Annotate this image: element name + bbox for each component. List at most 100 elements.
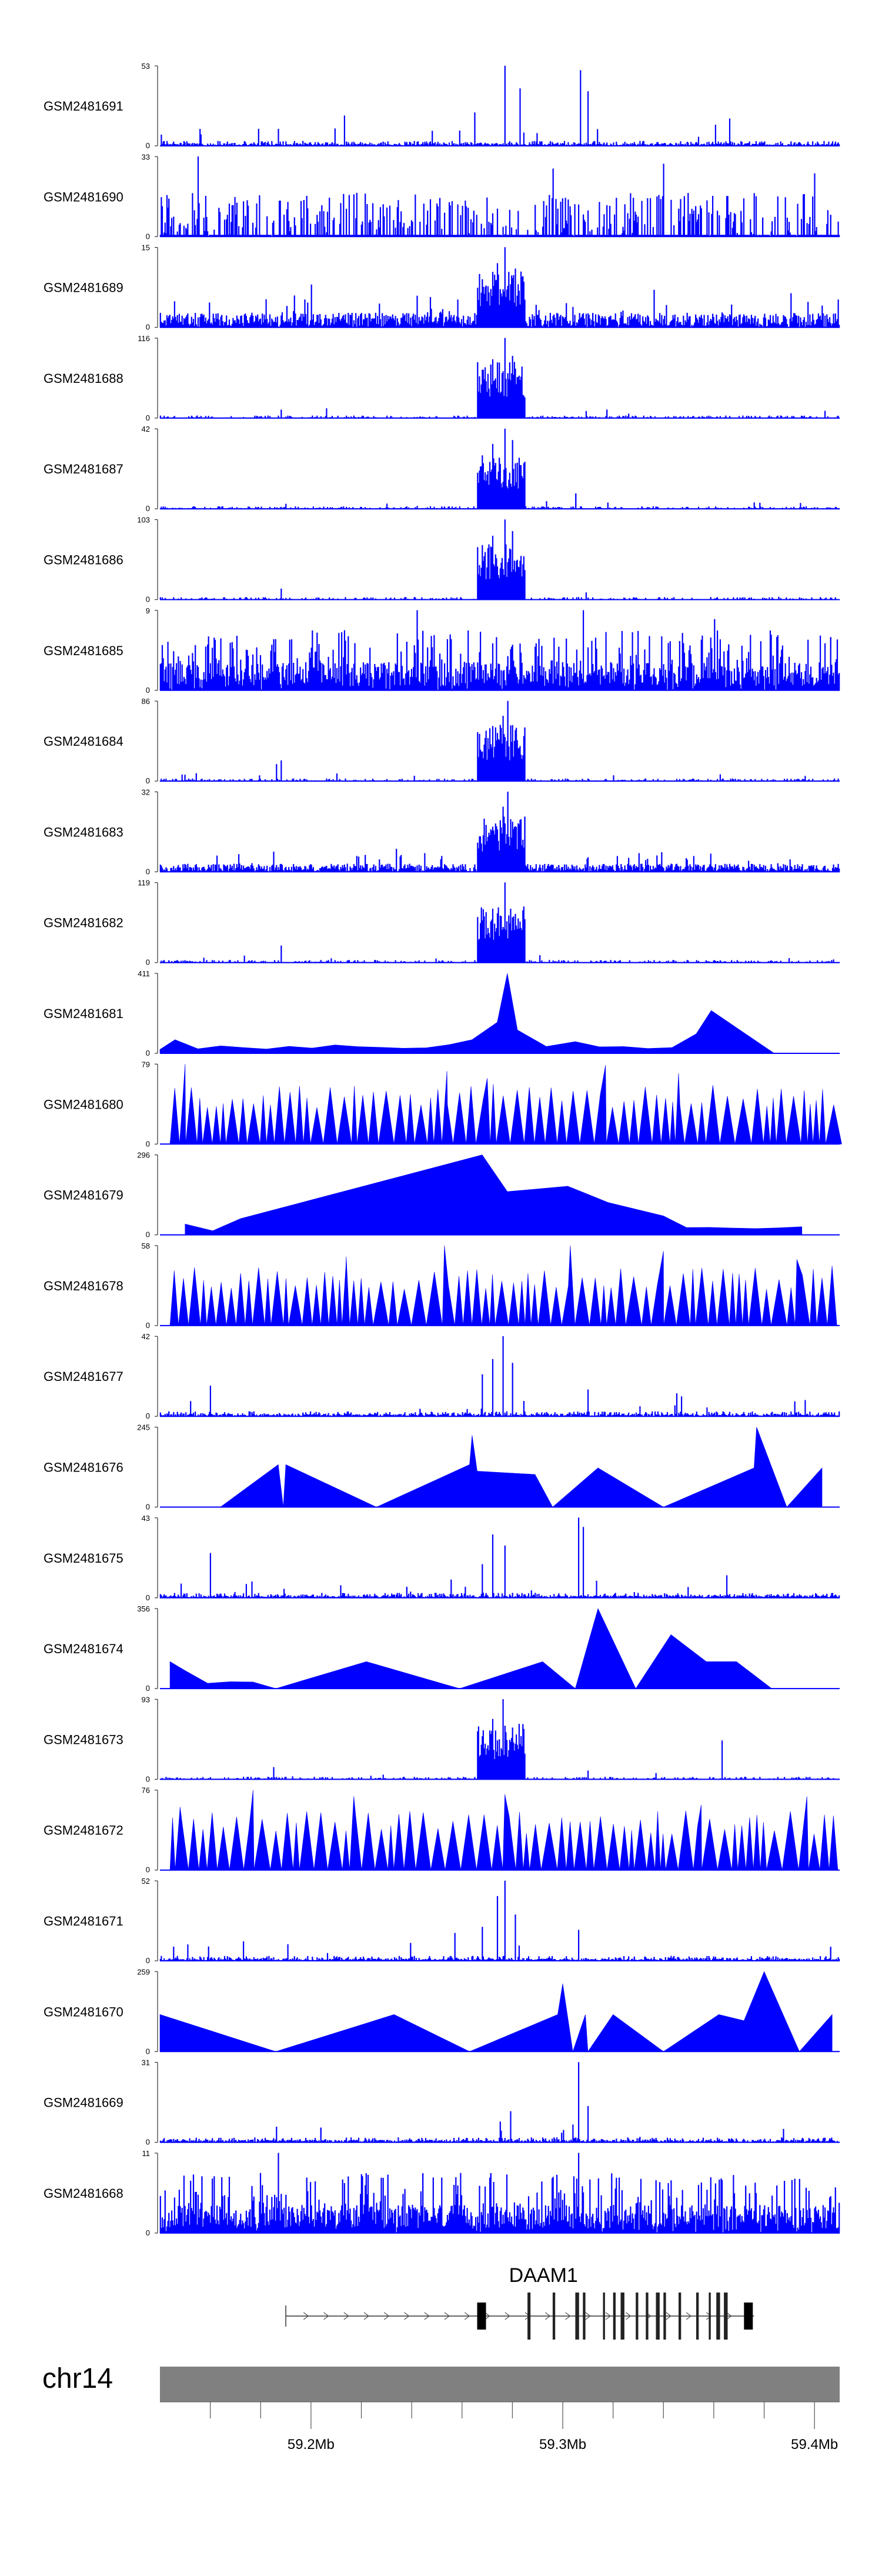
coverage-area xyxy=(159,338,840,419)
y-max-label: 259 xyxy=(137,1967,150,1976)
chromosome-bar xyxy=(160,2367,840,2402)
strand-arrow xyxy=(464,2312,470,2320)
y-max-label: 15 xyxy=(142,243,150,252)
exon xyxy=(656,2293,660,2340)
coverage-area xyxy=(159,65,840,146)
strand-arrow xyxy=(343,2312,349,2320)
y-min-label: 0 xyxy=(146,2047,150,2056)
coverage-area xyxy=(159,247,840,328)
track-label: GSM2481689 xyxy=(44,281,123,295)
track-label: GSM2481690 xyxy=(44,189,123,204)
track-label: GSM2481686 xyxy=(44,553,123,568)
track-label: GSM2481680 xyxy=(44,1097,123,1112)
track-GSM2481675: GSM2481675 43 0 xyxy=(44,1514,840,1602)
coverage-area xyxy=(159,519,840,600)
y-min-label: 0 xyxy=(146,1503,150,1511)
y-max-label: 33 xyxy=(142,152,150,161)
coverage-area xyxy=(159,428,840,509)
coverage-area xyxy=(185,1154,803,1235)
strand-arrow xyxy=(383,2312,390,2320)
strand-arrow xyxy=(505,2312,510,2320)
coverage-area xyxy=(169,1790,838,1870)
y-max-label: 411 xyxy=(138,969,150,978)
track-GSM2481687: GSM2481687 42 0 xyxy=(44,425,840,513)
strand-arrow xyxy=(605,2312,612,2320)
strand-arrow xyxy=(666,2312,671,2320)
tick-label: 59.4Mb xyxy=(791,2437,838,2452)
y-min-label: 0 xyxy=(146,776,150,785)
coverage-area xyxy=(159,1880,840,1961)
y-max-label: 79 xyxy=(142,1060,150,1069)
y-max-label: 245 xyxy=(137,1423,150,1432)
track-label: GSM2481679 xyxy=(44,1188,123,1203)
y-max-label: 296 xyxy=(137,1151,150,1160)
track-label: GSM2481672 xyxy=(44,1823,123,1838)
y-max-label: 116 xyxy=(138,334,150,343)
y-min-label: 0 xyxy=(146,141,150,150)
y-min-label: 0 xyxy=(146,1230,150,1239)
exon xyxy=(716,2293,720,2340)
track-GSM2481678: GSM2481678 58 0 xyxy=(44,1242,840,1330)
coverage-area xyxy=(159,700,840,782)
y-max-label: 86 xyxy=(142,697,150,706)
coverage-area xyxy=(159,1971,833,2053)
exon xyxy=(646,2293,649,2340)
strand-arrow xyxy=(565,2312,571,2320)
track-GSM2481691: GSM2481691 53 0 xyxy=(44,62,840,150)
exon xyxy=(613,2293,616,2340)
track-GSM2481676: GSM2481676 245 0 xyxy=(44,1423,840,1511)
y-max-label: 42 xyxy=(142,425,150,433)
y-max-label: 103 xyxy=(137,516,150,525)
coverage-area xyxy=(219,1427,823,1508)
track-label: GSM2481677 xyxy=(44,1369,123,1384)
track-GSM2481670: GSM2481670 259 0 xyxy=(44,1967,840,2056)
track-GSM2481677: GSM2481677 42 0 xyxy=(44,1332,840,1420)
exon xyxy=(603,2293,605,2340)
y-min-label: 0 xyxy=(146,323,150,332)
coverage-area xyxy=(159,882,840,963)
y-max-label: 43 xyxy=(142,1514,150,1523)
track-GSM2481669: GSM2481669 31 0 xyxy=(44,2058,840,2147)
strand-arrow xyxy=(404,2312,410,2320)
y-max-label: 42 xyxy=(142,1332,150,1341)
exon xyxy=(636,2293,639,2340)
exon xyxy=(583,2293,586,2340)
y-min-label: 0 xyxy=(146,504,150,513)
track-GSM2481688: GSM2481688 116 0 xyxy=(44,334,840,422)
chromosome-label: chr14 xyxy=(42,2363,113,2394)
y-min-label: 0 xyxy=(146,2138,150,2147)
y-min-label: 0 xyxy=(146,1321,150,1330)
y-min-label: 0 xyxy=(146,1049,150,1057)
y-min-label: 0 xyxy=(146,413,150,422)
y-min-label: 0 xyxy=(146,958,150,967)
coverage-area xyxy=(159,2062,840,2143)
y-max-label: 93 xyxy=(142,1695,150,1704)
tick-label: 59.2Mb xyxy=(288,2437,335,2452)
track-label: GSM2481673 xyxy=(44,1732,123,1747)
strand-arrow xyxy=(544,2312,551,2320)
y-max-label: 58 xyxy=(142,1242,150,1250)
y-max-label: 356 xyxy=(137,1604,150,1613)
track-GSM2481684: GSM2481684 86 0 xyxy=(44,697,840,785)
exon xyxy=(575,2293,579,2340)
y-min-label: 0 xyxy=(146,1412,150,1420)
track-GSM2481681: GSM2481681 411 0 xyxy=(44,969,840,1057)
track-label: GSM2481669 xyxy=(44,2095,123,2110)
strand-arrow xyxy=(706,2312,712,2320)
y-min-label: 0 xyxy=(146,2228,150,2237)
track-label: GSM2481675 xyxy=(44,1551,123,1566)
tick-label: 59.3Mb xyxy=(539,2437,586,2452)
strand-arrow xyxy=(303,2312,309,2320)
track-label: GSM2481688 xyxy=(44,371,123,386)
strand-arrow xyxy=(424,2312,430,2320)
exon xyxy=(620,2293,624,2340)
y-min-label: 0 xyxy=(146,1866,150,1874)
track-GSM2481668: GSM2481668 11 0 xyxy=(44,2149,840,2237)
coverage-area xyxy=(159,1517,840,1599)
track-label: GSM2481691 xyxy=(44,99,123,114)
track-label: GSM2481674 xyxy=(44,1641,123,1656)
track-label: GSM2481676 xyxy=(44,1460,123,1475)
track-label: GSM2481683 xyxy=(44,825,123,839)
track-label: GSM2481681 xyxy=(44,1006,123,1021)
exon xyxy=(527,2293,531,2340)
